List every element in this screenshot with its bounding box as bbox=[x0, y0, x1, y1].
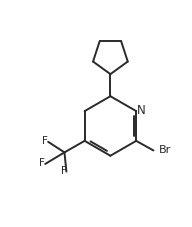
Text: F: F bbox=[39, 158, 45, 168]
Text: F: F bbox=[60, 166, 66, 176]
Text: F: F bbox=[42, 136, 48, 146]
Text: Br: Br bbox=[159, 146, 171, 155]
Text: N: N bbox=[137, 104, 145, 117]
